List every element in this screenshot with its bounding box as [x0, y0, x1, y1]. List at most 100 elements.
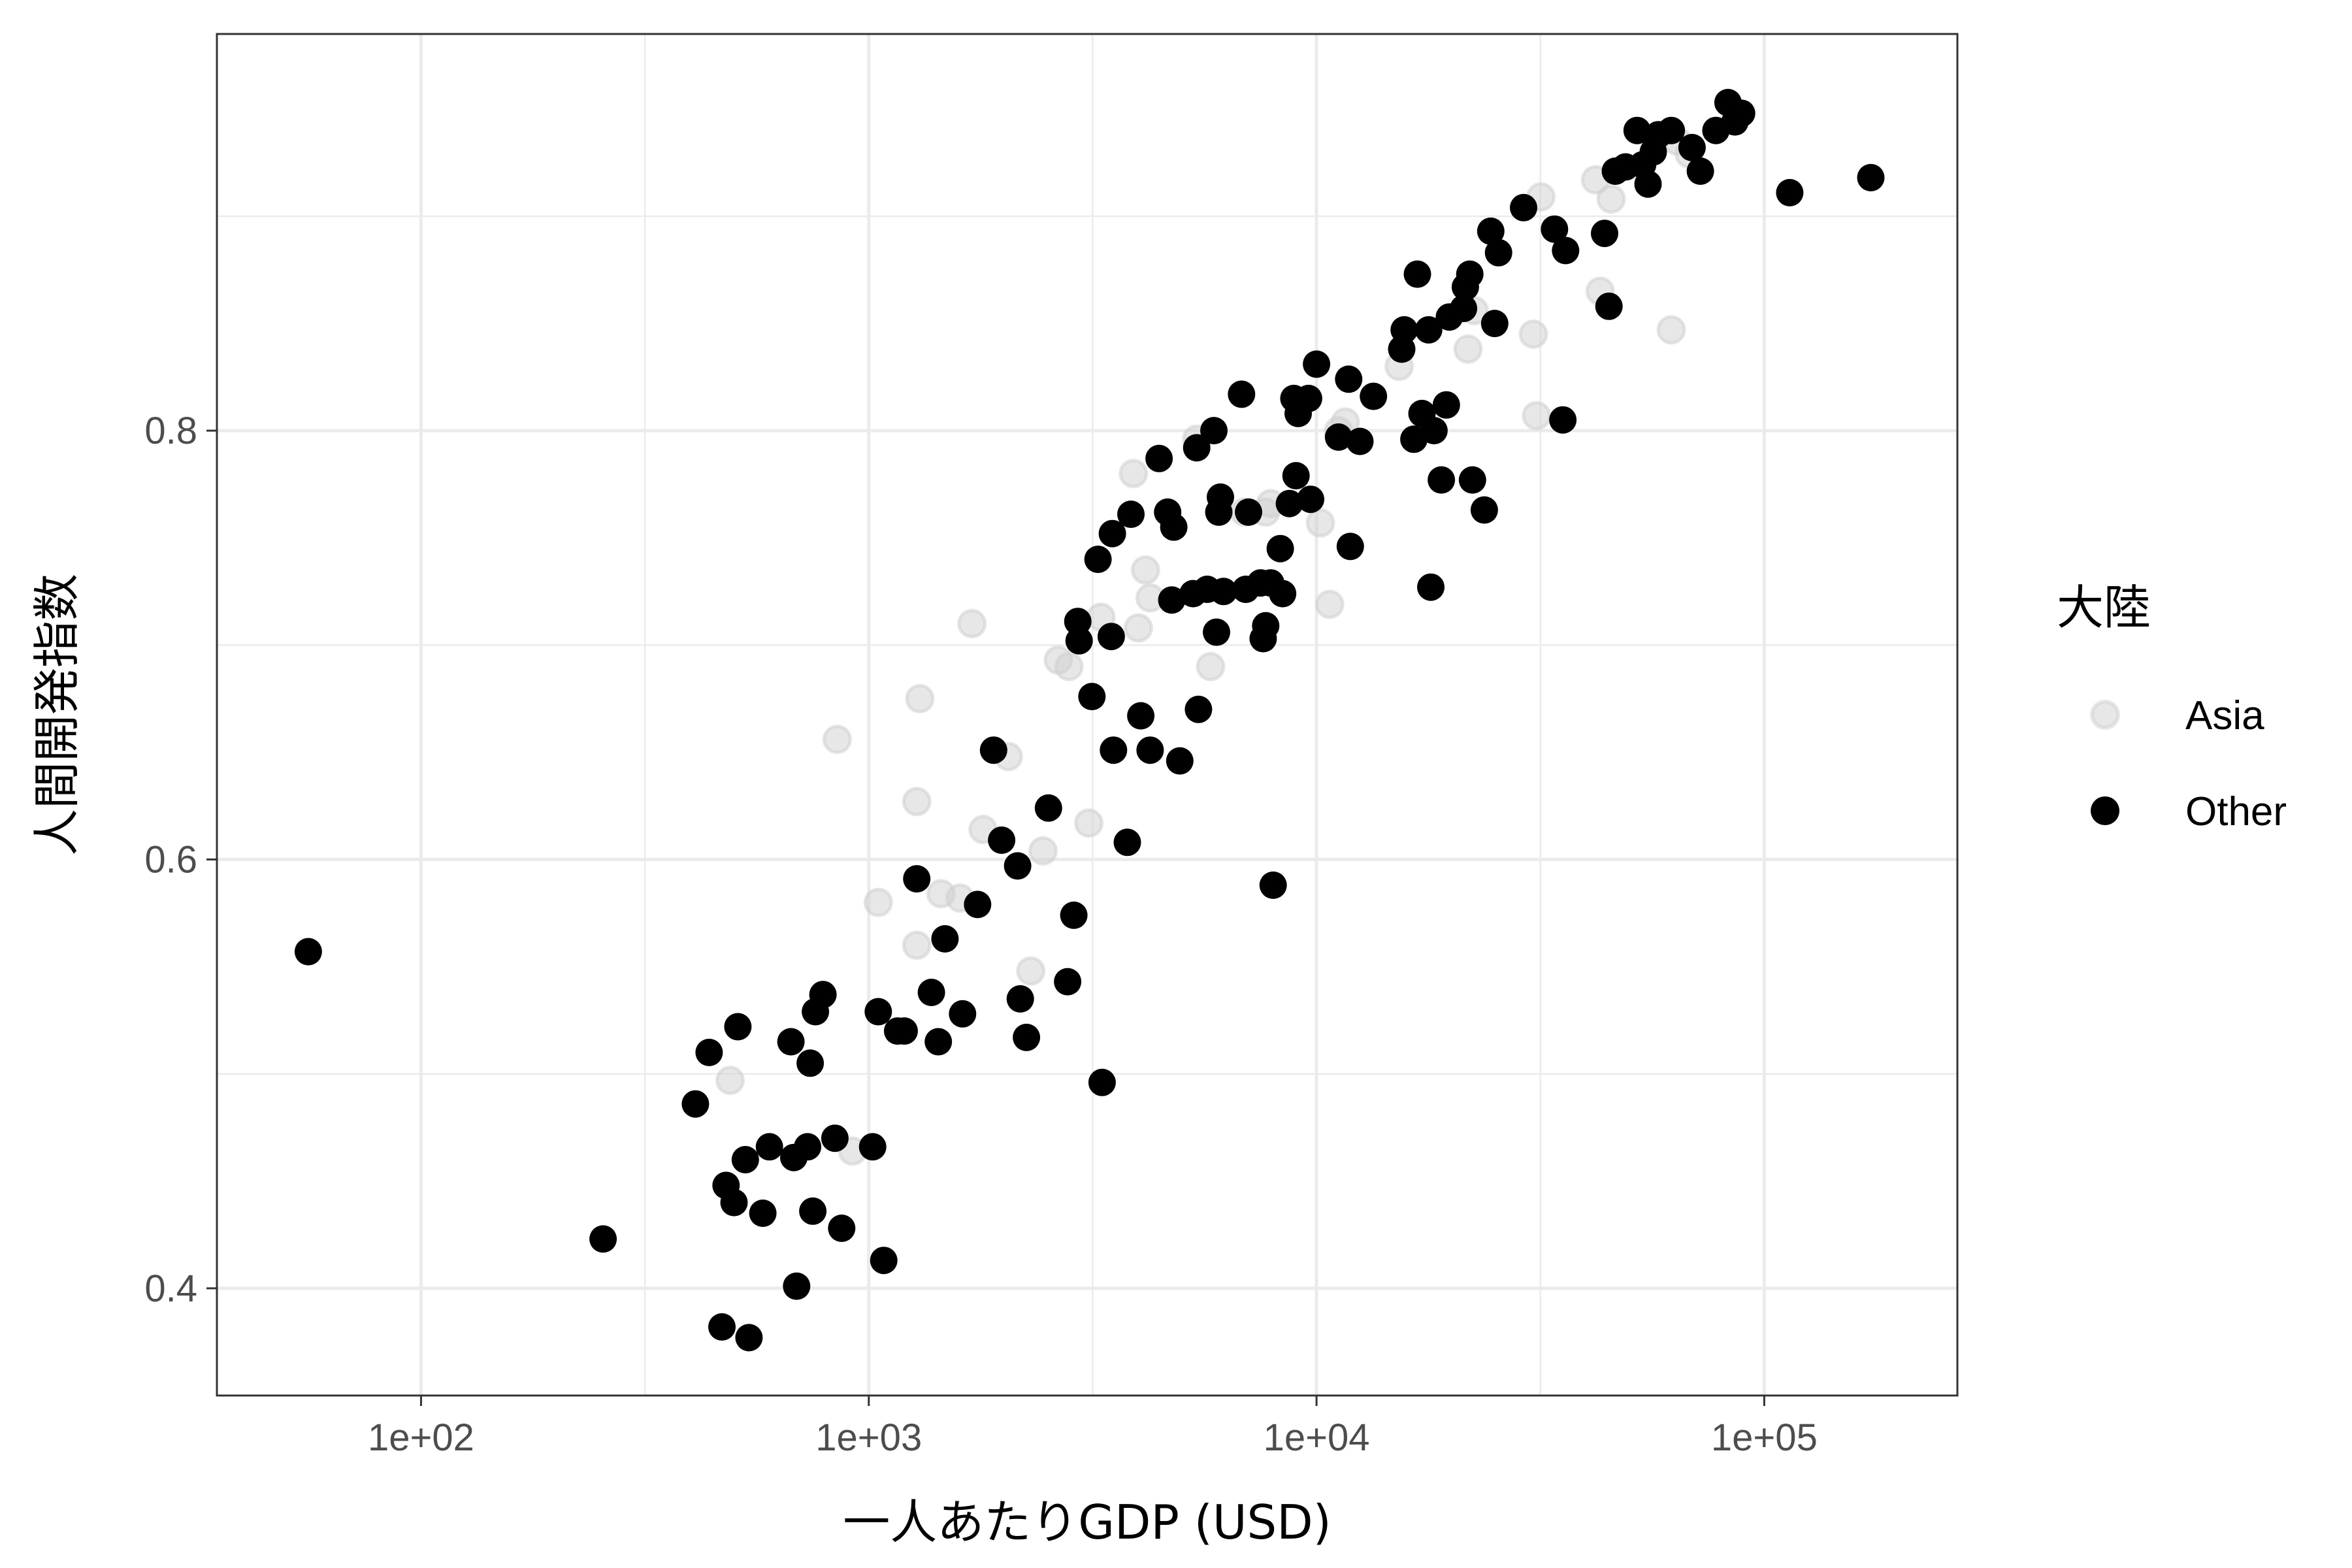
data-point-other	[1595, 292, 1623, 320]
data-point-other	[1303, 350, 1331, 378]
data-point-other	[903, 865, 931, 893]
plot-panel	[216, 33, 1959, 1397]
data-point-other	[1541, 215, 1569, 243]
data-point-other	[1510, 193, 1537, 221]
data-point-other	[924, 1028, 953, 1056]
data-point-other	[1097, 623, 1125, 651]
data-point-asia	[1054, 651, 1084, 681]
data-point-other	[1420, 417, 1448, 445]
data-point-other	[731, 1146, 759, 1173]
axis-tick-labels: 1e+02 1e+03 1e+04 1e+05 0.4 0.6 0.8	[144, 410, 1817, 1459]
data-point-other	[1269, 580, 1297, 608]
data-point-other	[1100, 736, 1128, 764]
data-point-other	[695, 1038, 723, 1066]
data-point-other	[1417, 573, 1445, 601]
data-point-other	[749, 1200, 777, 1227]
data-point-other	[1658, 116, 1686, 144]
data-point-other	[1034, 794, 1062, 822]
data-point-other	[1477, 217, 1505, 245]
x-tick-label: 1e+05	[1711, 1416, 1818, 1459]
axis-ticks	[206, 429, 1765, 1406]
legend-title: 大陸	[2057, 580, 2151, 635]
data-point-other	[1294, 384, 1322, 412]
data-point-other	[1078, 683, 1106, 711]
y-tick-label: 0.6	[144, 839, 197, 881]
data-point-other	[979, 736, 1007, 764]
data-point-other	[1282, 462, 1310, 490]
data-point-other	[870, 1247, 898, 1275]
data-point-asia	[957, 609, 987, 638]
data-point-other	[931, 925, 959, 953]
data-point-asia	[1123, 613, 1153, 643]
legend-key-asia	[2090, 700, 2120, 730]
data-point-asia	[1453, 334, 1483, 364]
data-point-other	[1158, 586, 1186, 614]
data-point-other	[864, 998, 892, 1026]
data-point-other	[1484, 238, 1512, 267]
y-tick-label: 0.4	[144, 1267, 197, 1310]
data-point-asia	[905, 683, 935, 713]
data-point-asia	[1016, 956, 1046, 986]
data-point-other	[1004, 852, 1032, 880]
data-point-asia	[1656, 315, 1686, 345]
data-point-other	[949, 1000, 977, 1028]
data-point-other	[1456, 260, 1484, 288]
data-point-other	[964, 890, 992, 919]
legend-key-other	[2091, 796, 2119, 825]
data-point-other	[1065, 627, 1093, 655]
data-point-other	[1776, 178, 1804, 206]
data-point-other	[1098, 519, 1126, 547]
data-point-other	[735, 1324, 763, 1352]
data-point-other	[1336, 532, 1364, 561]
data-point-other	[794, 1133, 822, 1161]
data-point-asia	[822, 725, 852, 755]
data-point-other	[589, 1225, 617, 1253]
data-point-other	[858, 1133, 887, 1161]
data-point-other	[1346, 427, 1374, 455]
data-point-other	[1113, 828, 1141, 857]
data-point-other	[1006, 985, 1034, 1013]
data-point-asia	[1305, 508, 1335, 538]
data-point-other	[1552, 237, 1580, 265]
x-axis-title: 一人あたりGDP (USD)	[843, 1495, 1331, 1550]
legend-label-asia: Asia	[2185, 693, 2264, 738]
data-point-other	[988, 826, 1016, 854]
data-point-other	[799, 1197, 827, 1225]
data-point-other	[1203, 618, 1230, 646]
legend-label-other: Other	[2185, 789, 2287, 834]
y-axis-title: 人間開発指数	[29, 574, 84, 856]
data-point-other	[1727, 99, 1756, 127]
data-point-other	[1686, 157, 1714, 185]
data-point-other	[1857, 163, 1885, 191]
data-point-other	[917, 979, 945, 1006]
data-point-other	[1060, 901, 1088, 929]
data-point-other	[1200, 417, 1228, 445]
data-point-other	[1235, 498, 1262, 526]
data-point-asia	[1596, 184, 1626, 214]
data-point-other	[1623, 116, 1651, 144]
legend: 大陸 Asia Other	[2057, 580, 2287, 834]
data-point-asia	[902, 787, 932, 817]
data-point-asia	[1130, 555, 1160, 585]
data-point-asia	[1518, 319, 1548, 349]
data-point-other	[1403, 260, 1431, 288]
data-point-other	[1428, 466, 1456, 494]
panel-border	[216, 33, 1959, 1397]
data-point-asia	[902, 930, 932, 960]
data-point-asia	[863, 887, 893, 917]
data-point-other	[1252, 612, 1280, 640]
series-other	[294, 89, 1885, 1352]
data-point-other	[1136, 736, 1164, 764]
data-point-asia	[1074, 808, 1103, 838]
data-point-other	[1054, 968, 1082, 996]
data-point-other	[809, 981, 837, 1009]
data-point-other	[1634, 170, 1662, 198]
data-point-other	[1324, 423, 1352, 451]
data-point-other	[1390, 316, 1418, 344]
data-point-other	[1166, 747, 1194, 775]
data-point-other	[1549, 406, 1577, 434]
x-tick-label: 1e+03	[815, 1416, 922, 1459]
y-tick-label: 0.8	[144, 410, 197, 452]
data-point-asia	[1119, 459, 1149, 489]
data-point-other	[1145, 444, 1173, 472]
